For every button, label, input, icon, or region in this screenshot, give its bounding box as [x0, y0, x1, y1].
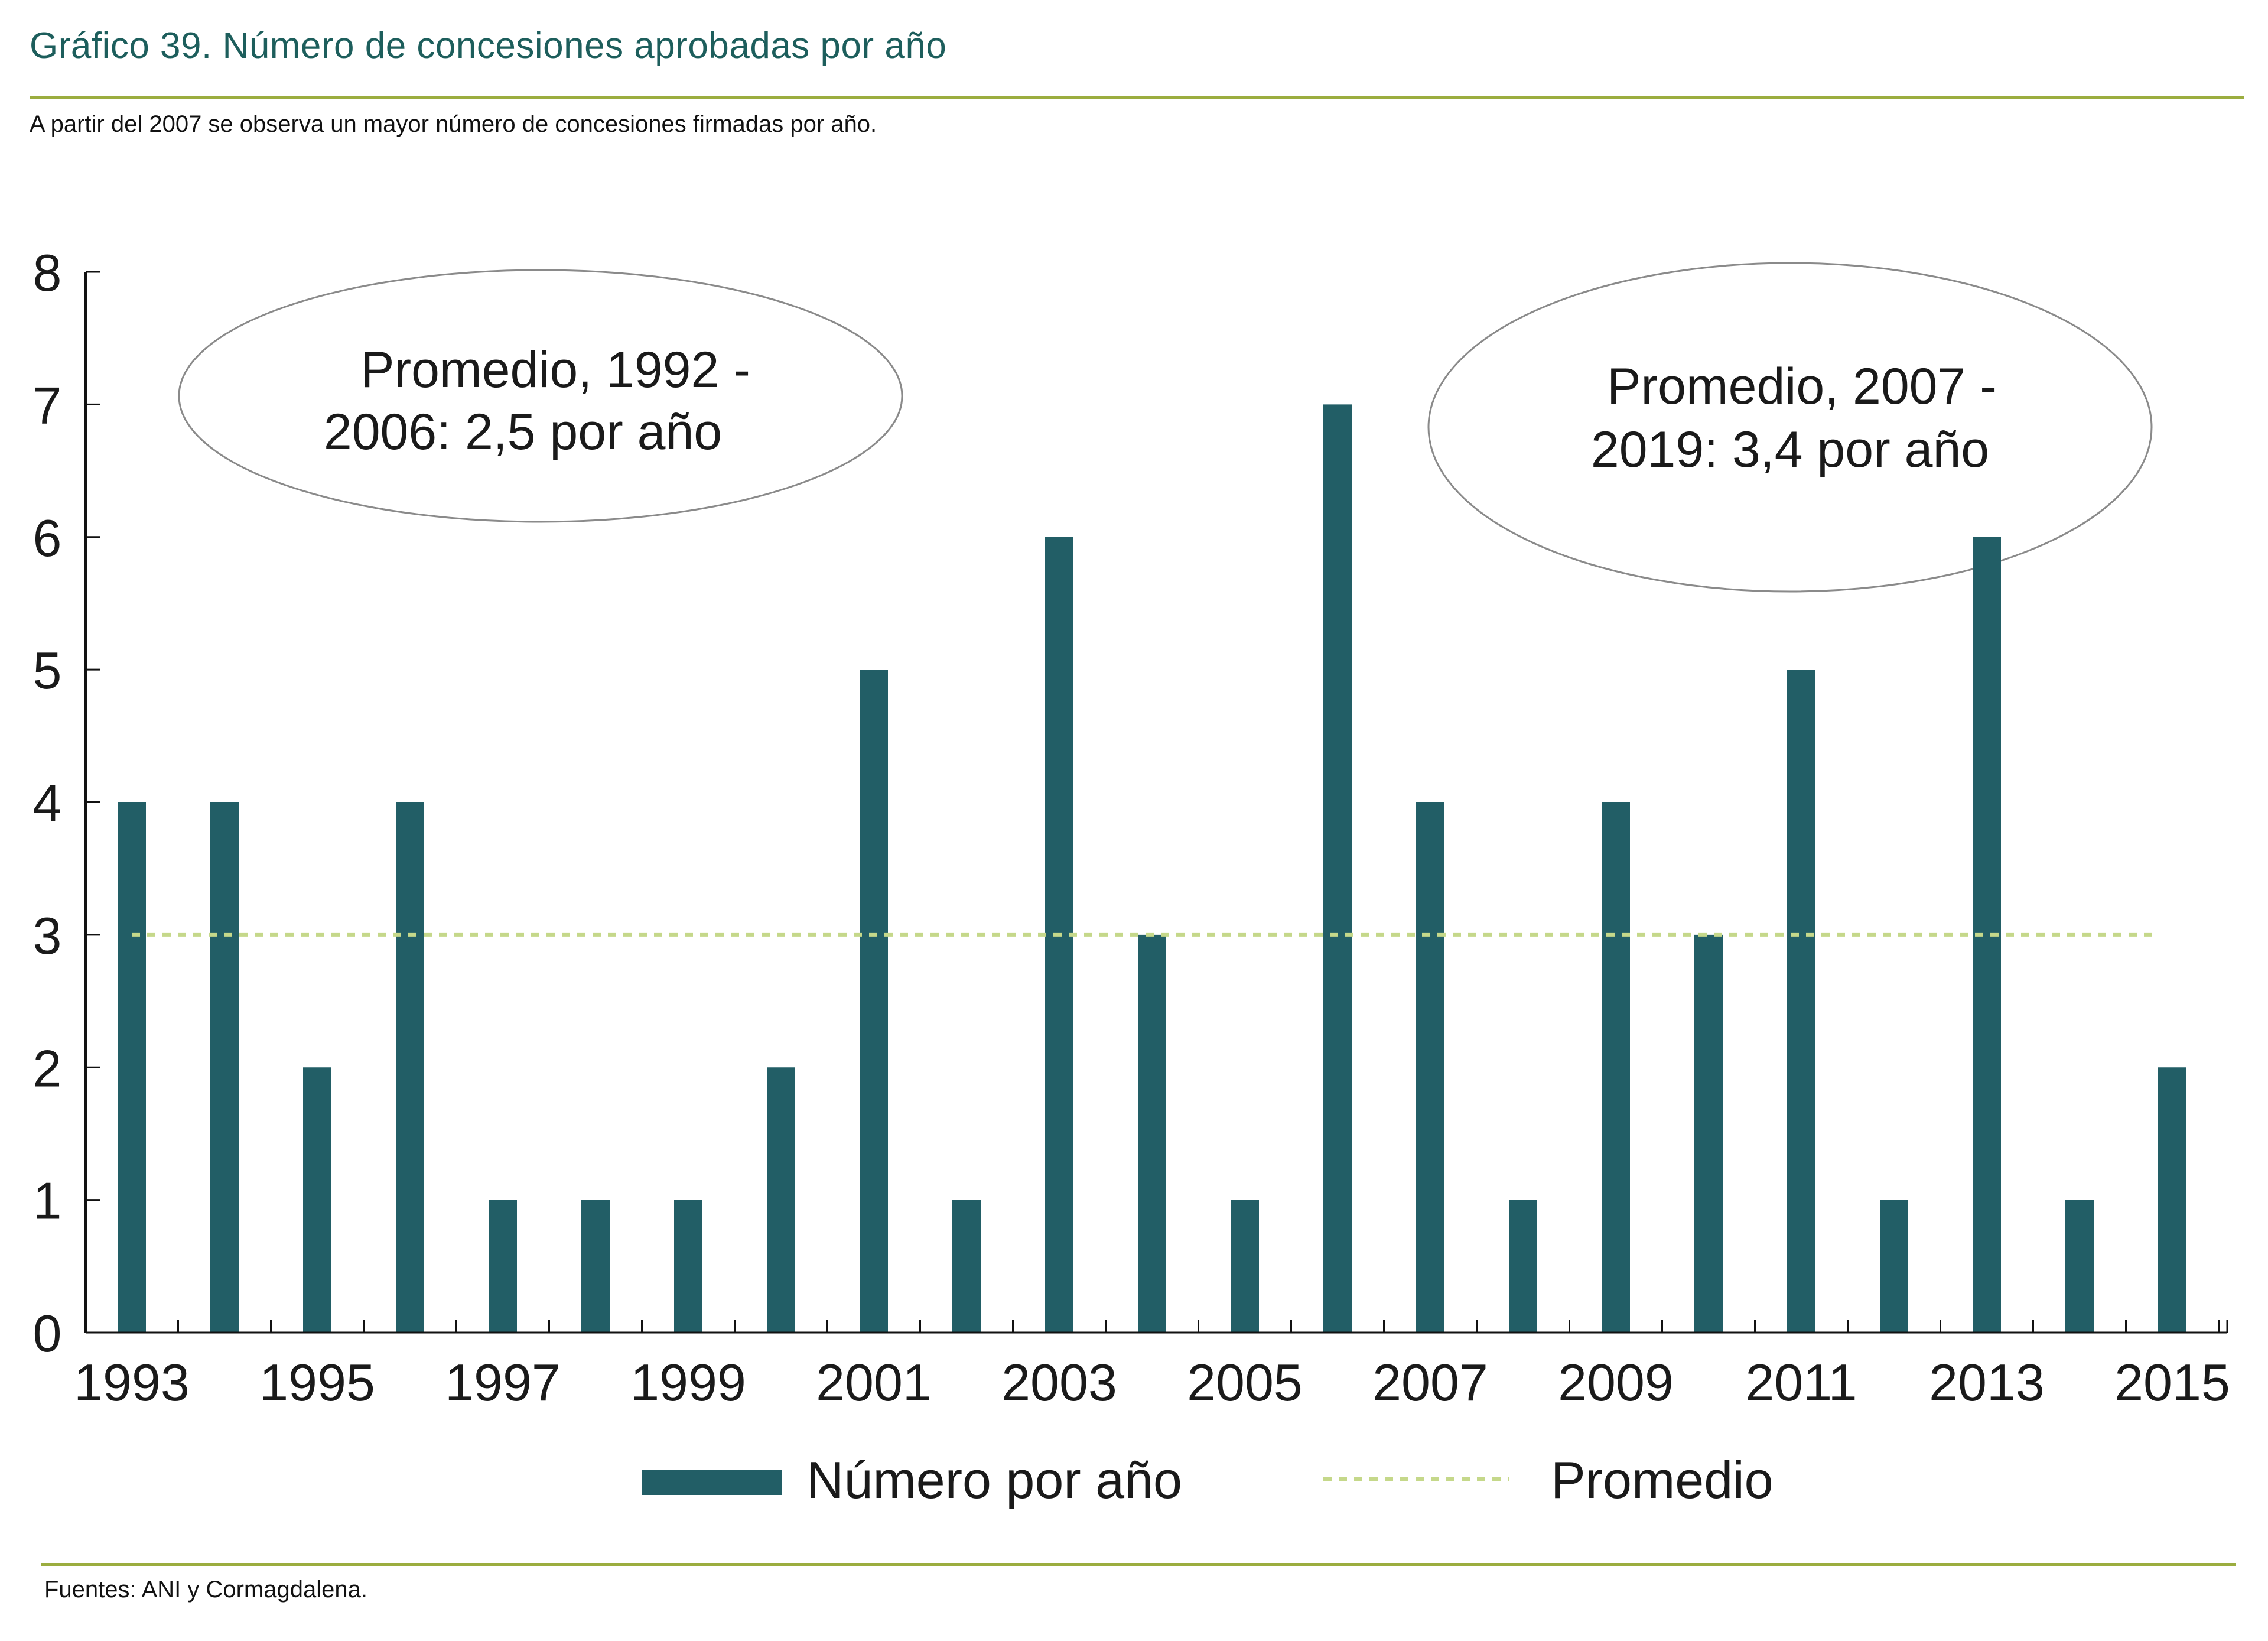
- bar-1993: [118, 802, 146, 1333]
- bar-1998: [581, 1200, 610, 1333]
- bar-2002: [952, 1200, 981, 1333]
- y-tick-label: 0: [33, 1304, 62, 1363]
- y-tick-label: 7: [33, 376, 62, 434]
- x-tick-label-2009: 2009: [1558, 1353, 1674, 1412]
- bar-1994: [210, 802, 239, 1333]
- title-rule: [30, 96, 2244, 99]
- x-tick-label-2011: 2011: [1745, 1353, 1857, 1412]
- bar-2010: [1694, 934, 1723, 1333]
- y-tick-label: 8: [33, 243, 62, 302]
- bar-2006: [1323, 404, 1352, 1333]
- x-tick-label-1993: 1993: [74, 1353, 190, 1412]
- bar-2000: [767, 1067, 795, 1333]
- annotations: Promedio, 1992 - 2006: 2,5 por año Prome…: [178, 262, 2153, 593]
- axes-group: 0 1 2 3 4 5 6 7 8 1993 1995 1997 1999 2001 2003 2005 200…: [33, 243, 2230, 1412]
- x-tick-label-1999: 1999: [630, 1353, 746, 1412]
- x-tick-label-2007: 2007: [1372, 1353, 1488, 1412]
- x-tick-label-2001: 2001: [816, 1353, 932, 1412]
- x-tick-label-2015: 2015: [2114, 1353, 2230, 1412]
- footer-rule: [41, 1563, 2236, 1566]
- y-tick-label: 5: [33, 641, 62, 700]
- x-tick-label-2013: 2013: [1929, 1353, 2045, 1412]
- bar-2008: [1509, 1200, 1537, 1333]
- x-tick-label-2003: 2003: [1001, 1353, 1117, 1412]
- bar-2014: [2065, 1200, 2094, 1333]
- bar-2012: [1880, 1200, 1908, 1333]
- y-tick-label: 2: [33, 1039, 62, 1097]
- y-tick-label: 1: [33, 1172, 62, 1230]
- bar-2007: [1416, 802, 1444, 1333]
- y-tick-label: 6: [33, 509, 62, 567]
- legend: Número por año Promedio: [642, 1451, 1774, 1509]
- legend-label-average: Promedio: [1551, 1451, 1774, 1509]
- chart-subtitle: A partir del 2007 se observa un mayor nú…: [30, 111, 877, 137]
- bar-2005: [1231, 1200, 1259, 1333]
- bar-1997: [489, 1200, 517, 1333]
- bar-2015: [2158, 1067, 2186, 1333]
- annotation-left-line-2: 2006: 2,5 por año: [324, 404, 722, 460]
- annotation-right-line-2: 2019: 3,4 por año: [1591, 421, 1989, 478]
- annotation-right-line-1: Promedio, 2007 -: [1607, 358, 1997, 415]
- bar-2011: [1787, 670, 1815, 1333]
- annotation-ellipse-left: [178, 269, 903, 523]
- x-tick-label-2005: 2005: [1187, 1353, 1303, 1412]
- bar-2009: [1602, 802, 1630, 1333]
- bar-1999: [674, 1200, 702, 1333]
- y-tick-label: 4: [33, 774, 62, 833]
- source-note: Fuentes: ANI y Cormagdalena.: [44, 1577, 367, 1603]
- x-tick-label-1997: 1997: [445, 1353, 561, 1412]
- y-tick-label: 3: [33, 906, 62, 965]
- annotation-ellipse-right: [1427, 262, 2153, 593]
- legend-swatch-bars: [642, 1470, 782, 1495]
- bar-2001: [860, 670, 888, 1333]
- chart-title: Gráfico 39. Número de concesiones aproba…: [30, 25, 947, 66]
- annotation-left-line-1: Promedio, 1992 -: [360, 342, 750, 398]
- bar-2004: [1138, 934, 1166, 1333]
- legend-label-bars: Número por año: [806, 1451, 1182, 1509]
- bar-1996: [396, 802, 424, 1333]
- bar-1995: [303, 1067, 331, 1333]
- x-tick-label-1995: 1995: [259, 1353, 375, 1412]
- bars-group: [118, 404, 2186, 1333]
